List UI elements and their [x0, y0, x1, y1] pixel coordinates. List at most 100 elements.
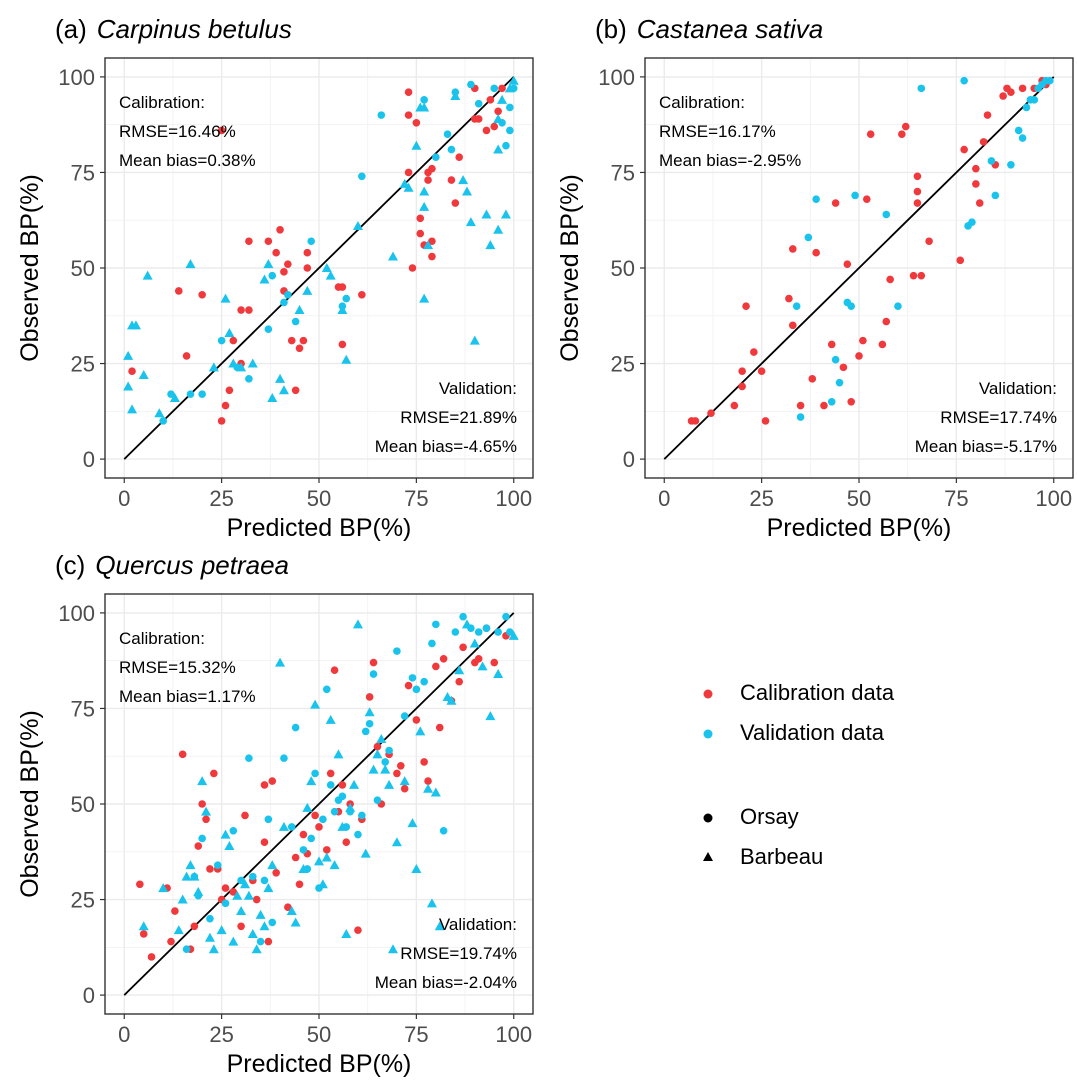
data-point-triangle — [407, 818, 418, 828]
panel-border — [104, 593, 534, 1015]
data-point-circle — [276, 225, 284, 234]
data-point-circle — [217, 417, 226, 425]
data-point-triangle — [224, 327, 235, 337]
data-point-circle — [400, 712, 409, 720]
data-point-triangle — [341, 928, 352, 938]
data-point-circle — [365, 719, 374, 728]
data-point-triangle — [216, 925, 227, 935]
data-point-circle — [482, 624, 491, 632]
data-point-circle — [459, 612, 467, 621]
data-point-circle — [330, 666, 339, 675]
data-point-triangle — [352, 220, 363, 230]
data-point-triangle — [154, 408, 165, 418]
data-point-circle — [447, 176, 456, 184]
data-point-circle — [831, 199, 840, 207]
data-point-circle — [194, 842, 203, 850]
data-point-triangle — [364, 707, 375, 717]
data-point-circle — [420, 677, 428, 686]
data-point-circle — [342, 294, 351, 303]
data-point-circle — [917, 84, 926, 93]
data-point-circle — [373, 742, 382, 751]
data-point-circle — [956, 256, 965, 265]
data-point-triangle — [247, 928, 258, 938]
data-point-circle — [303, 248, 312, 257]
plot-area: 00 25 25 50 50 75 75 100 100 Calibration: RMSE=16.… — [556, 57, 1074, 542]
data-point-circle — [851, 191, 859, 200]
panel-border — [644, 57, 1074, 479]
data-point-circle — [1014, 126, 1023, 135]
data-point-circle — [260, 781, 269, 789]
data-point-triangle — [130, 320, 141, 330]
data-point-triangle — [142, 270, 153, 280]
data-point-circle — [221, 401, 230, 410]
data-point-triangle — [493, 224, 504, 234]
data-point-circle — [338, 781, 347, 789]
data-point-circle — [866, 130, 875, 139]
data-point-circle — [738, 367, 746, 375]
data-point-triangle — [321, 852, 332, 862]
validation-annotation: Mean bias=-2.04% — [375, 973, 517, 992]
data-point-circle — [299, 830, 308, 839]
x-tick-label: 100 — [1035, 486, 1072, 511]
data-point-circle — [206, 865, 214, 873]
data-point-circle — [291, 317, 300, 326]
data-point-circle — [792, 302, 801, 311]
data-point-circle — [354, 926, 362, 934]
data-point-circle — [808, 375, 817, 383]
data-point-circle — [859, 336, 867, 345]
data-point-circle — [245, 306, 253, 314]
data-point-circle — [221, 884, 230, 892]
x-tick-label: 0 — [118, 486, 130, 511]
data-point-circle — [186, 390, 195, 398]
data-point-circle — [1007, 88, 1015, 96]
data-point-circle — [796, 401, 805, 410]
data-point-triangle — [497, 94, 508, 104]
data-point-circle — [761, 417, 770, 425]
data-point-circle — [147, 953, 156, 961]
data-point-triangle — [337, 305, 348, 315]
data-point-circle — [901, 122, 910, 131]
data-point-circle — [268, 777, 277, 785]
data-point-circle — [831, 355, 840, 364]
x-axis-label: Predicted BP(%) — [767, 514, 952, 542]
data-point-circle — [494, 107, 502, 116]
data-point-circle — [412, 716, 421, 724]
data-point-triangle — [208, 944, 219, 954]
data-point-circle — [847, 302, 856, 311]
data-point-circle — [393, 647, 401, 655]
x-tick-label: 75 — [944, 486, 968, 511]
data-point-circle — [229, 888, 238, 896]
panel-a-plot: 00 25 25 50 50 75 75 100 100 Calibration: RMSE=16.… — [16, 57, 534, 542]
data-point-circle — [229, 336, 238, 345]
data-point-triangle — [181, 871, 192, 881]
data-point-circle — [280, 268, 288, 276]
x-tick-label: 75 — [404, 1022, 428, 1047]
data-point-circle — [385, 746, 393, 755]
data-point-triangle — [419, 201, 430, 211]
data-point-circle — [358, 811, 366, 820]
data-point-circle — [412, 118, 421, 127]
data-point-triangle — [275, 373, 286, 383]
data-point-triangle — [349, 779, 360, 789]
data-point-triangle — [306, 776, 317, 786]
data-point-circle — [167, 937, 175, 946]
data-point-circle — [404, 168, 413, 177]
data-point-triangle — [368, 764, 379, 774]
y-tick-label: 25 — [71, 352, 95, 377]
data-point-circle — [909, 271, 918, 280]
data-point-triangle — [169, 392, 180, 402]
data-point-circle — [416, 229, 425, 238]
data-point-circle — [264, 325, 273, 333]
data-point-circle — [330, 807, 339, 816]
data-point-triangle — [123, 350, 134, 360]
data-point-circle — [245, 375, 253, 383]
data-point-circle — [913, 199, 922, 207]
data-point-circle — [400, 784, 409, 793]
data-point-triangle — [138, 921, 149, 931]
data-point-circle — [264, 815, 273, 824]
panel-c-species: Quercus petraea — [95, 550, 289, 580]
data-point-circle — [322, 846, 331, 854]
validation-annotation: RMSE=19.74% — [400, 944, 517, 963]
data-point-circle — [843, 260, 852, 268]
data-point-triangle — [123, 381, 134, 391]
